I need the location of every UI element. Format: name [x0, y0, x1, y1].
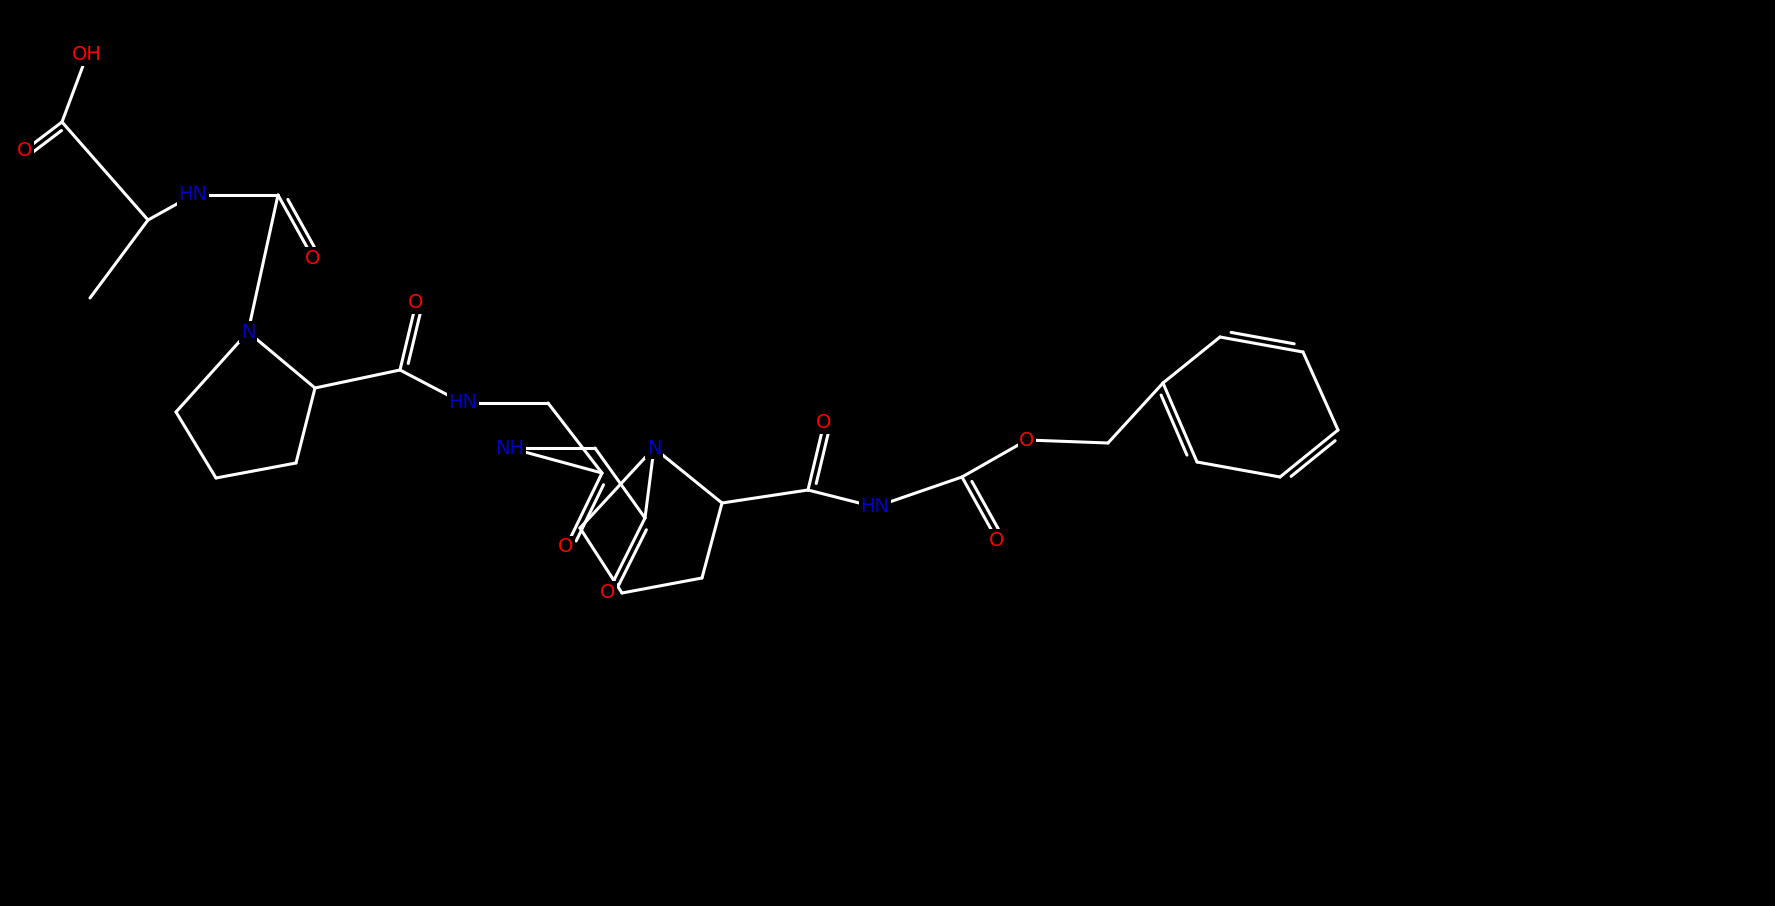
Text: N: N [241, 323, 256, 342]
Text: O: O [1019, 430, 1035, 449]
Text: O: O [816, 413, 832, 432]
Text: NH: NH [495, 439, 524, 458]
Text: N: N [646, 439, 662, 458]
Text: OH: OH [73, 45, 101, 64]
Text: HN: HN [861, 497, 889, 516]
Text: HN: HN [449, 393, 477, 412]
Text: O: O [305, 248, 321, 267]
Text: HN: HN [179, 186, 208, 205]
Text: O: O [600, 583, 616, 602]
Text: O: O [408, 294, 424, 313]
Text: O: O [559, 537, 573, 556]
Text: O: O [989, 531, 1005, 550]
Text: O: O [18, 140, 32, 159]
